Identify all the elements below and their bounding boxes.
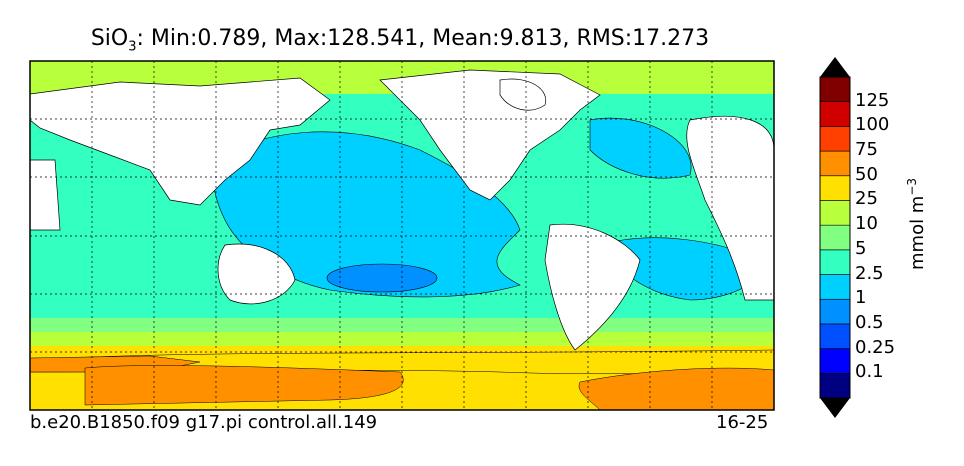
colorbar-tick-label: 5 <box>855 237 867 259</box>
colorbar-tick-label: 2.5 <box>855 262 884 284</box>
colorbar-segment <box>819 200 851 226</box>
contour-band-southern-10 <box>30 332 774 346</box>
contour-band-0-5-to-1 <box>326 263 438 293</box>
colorbar-extend-max <box>820 57 850 77</box>
colorbar-segment <box>819 150 851 177</box>
case-name: b.e20.B1850.f09 g17.pi control.all.149 <box>30 412 378 433</box>
land-africa-west-edge <box>30 159 61 231</box>
colorbar-tick-label: 25 <box>855 188 878 210</box>
colorbar-segment <box>819 126 851 152</box>
colorbar-segment <box>819 348 851 374</box>
colorbar-segment <box>819 373 851 399</box>
contour-band-25-to-50-east <box>578 367 774 410</box>
colorbar-units: mmol m−3 <box>905 177 928 270</box>
colorbar-segment <box>819 76 851 102</box>
colorbar-tick-label: 0.25 <box>855 336 896 358</box>
land-eurasia <box>30 77 331 206</box>
colorbar-tick-label: 75 <box>855 139 878 161</box>
colorbar-segment <box>819 249 851 275</box>
colorbar-tick-label: 100 <box>855 114 890 136</box>
colorbar-tick-label: 10 <box>855 213 878 235</box>
colorbar-tick-label: 50 <box>855 163 878 185</box>
colorbar <box>819 57 851 418</box>
land-greenland <box>499 78 547 111</box>
colorbar-tick-label: 1 <box>855 287 867 309</box>
colorbar-tick-label: 0.1 <box>855 361 884 383</box>
map-frame <box>29 60 775 411</box>
colorbar-segment <box>819 175 851 201</box>
colorbar-segment <box>819 323 851 349</box>
land-australia <box>217 243 296 305</box>
colorbar-extend-min <box>820 398 850 418</box>
colorbar-segment <box>819 274 851 300</box>
contour-band-atlantic-north <box>589 117 692 179</box>
land-africa <box>686 115 774 301</box>
colorbar-tick-label: 0.5 <box>855 311 884 333</box>
contour-band-southern-5 <box>30 318 774 332</box>
contour-band-25-to-50-south <box>84 365 404 406</box>
colorbar-segment <box>819 224 851 251</box>
graticule <box>30 61 774 410</box>
map-title: SiO3: Min:0.789, Max:128.541, Mean:9.813… <box>90 26 710 55</box>
year-range: 16-25 <box>716 412 769 433</box>
colorbar-segment <box>819 298 851 325</box>
contour-band-pacific-1-to-2-5 <box>212 131 521 298</box>
land-south-america <box>544 223 641 351</box>
colorbar-segment <box>819 101 851 127</box>
colorbar-tick-label: 125 <box>855 89 890 111</box>
ocean-field <box>30 61 774 410</box>
